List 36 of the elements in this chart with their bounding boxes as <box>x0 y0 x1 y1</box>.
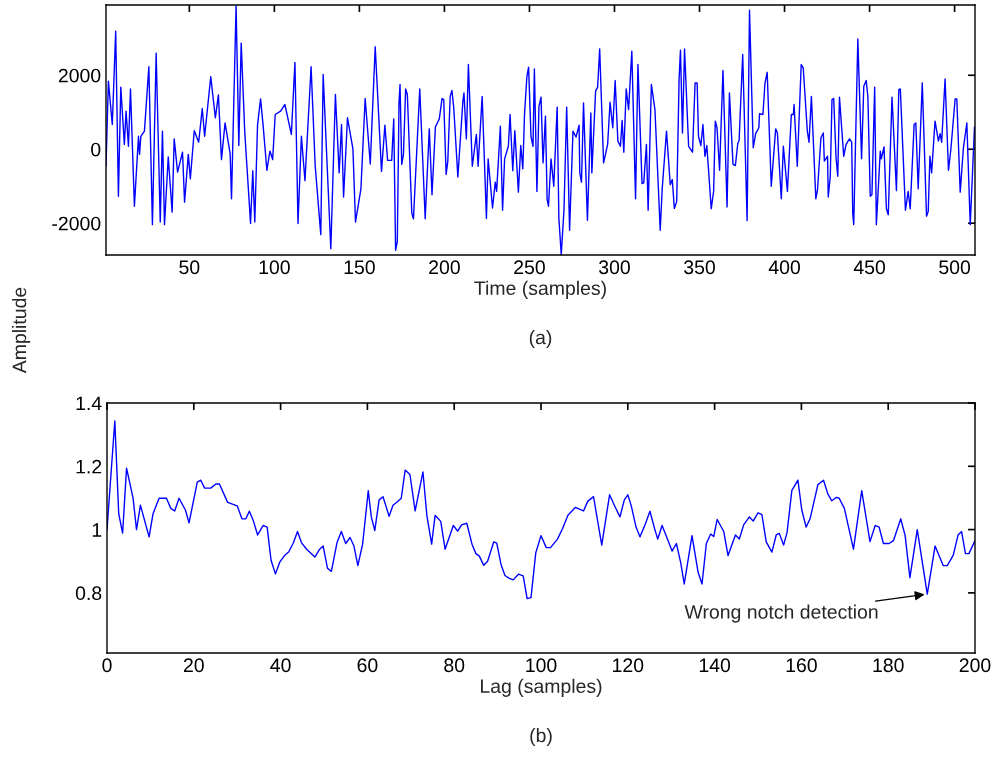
x-tick-label: 180 <box>873 658 904 673</box>
x-tick-label: 400 <box>768 260 800 275</box>
x-tick-label: 100 <box>259 260 290 275</box>
x-tick-label: 40 <box>270 658 291 673</box>
y-tick-label: 0 <box>91 142 101 157</box>
x-tick-label: 150 <box>344 260 375 275</box>
y-tick-label: 1 <box>92 523 102 537</box>
y-axis-title: Amplitude <box>12 287 31 374</box>
x-tick-label: 60 <box>357 658 378 673</box>
x-axis-title: Time (samples) <box>474 280 606 299</box>
x-tick-label: 120 <box>613 658 644 673</box>
x-axis-title: Lag (samples) <box>481 678 602 697</box>
text: (a) <box>529 330 552 349</box>
y-tick-label: 1.2 <box>76 459 102 474</box>
y-tick-label: 0.8 <box>75 586 102 601</box>
x-tick-label: 250 <box>514 260 545 275</box>
x-tick-label: 50 <box>179 260 200 275</box>
text: (b) <box>530 728 552 747</box>
x-tick-label: 450 <box>853 260 886 275</box>
x-tick-label: 0 <box>102 658 112 673</box>
x-tick-label: 20 <box>183 658 204 673</box>
x-tick-label: 160 <box>786 658 817 673</box>
line-series <box>106 5 975 255</box>
x-tick-label: 200 <box>429 260 460 275</box>
x-tick-label: 140 <box>699 658 731 673</box>
x-tick-label: 350 <box>684 260 715 275</box>
x-tick-label: 500 <box>939 260 971 275</box>
x-tick-label: 200 <box>959 658 991 673</box>
x-tick-label: 300 <box>599 260 630 275</box>
x-tick-label: 80 <box>444 658 465 673</box>
annotation: Wrong notch detection <box>684 604 878 623</box>
x-tick-label: 100 <box>526 658 557 673</box>
y-tick-label: 2000 <box>58 68 101 83</box>
line-series <box>107 420 975 600</box>
y-tick-label: -2000 <box>52 216 101 231</box>
y-tick-label: 1.4 <box>76 396 102 411</box>
